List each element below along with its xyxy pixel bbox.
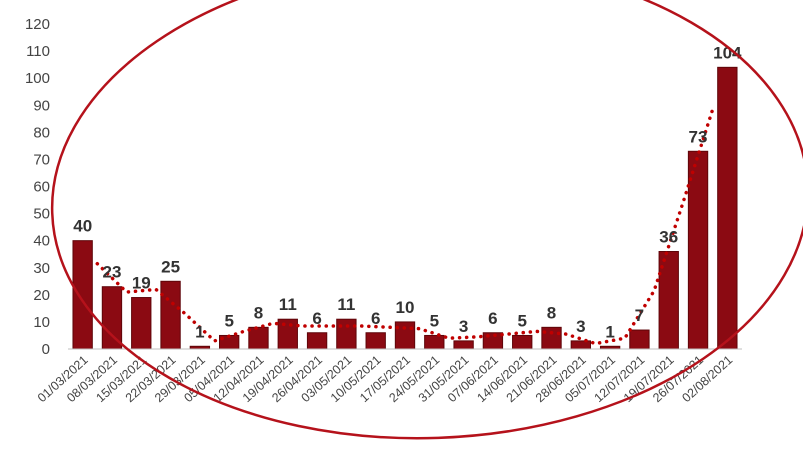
data-label: 25 [161,257,180,276]
bar [687,150,709,350]
data-label: 1 [195,322,204,341]
y-tick-label: 60 [33,179,50,196]
bar [336,318,357,350]
data-label: 1 [605,322,614,341]
data-label: 10 [396,298,415,317]
y-tick-label: 40 [33,233,50,250]
bar [424,334,445,350]
data-label: 40 [73,217,92,236]
data-label: 36 [659,228,678,247]
y-tick-label: 70 [33,151,50,168]
bar [453,340,474,350]
data-label: 6 [312,309,321,328]
bar [629,329,650,350]
y-tick-label: 90 [33,97,50,114]
data-label: 3 [459,317,468,336]
data-label: 8 [547,303,556,322]
y-tick-label: 50 [33,206,50,223]
y-tick-label: 120 [25,16,50,33]
data-label: 5 [224,312,233,331]
data-label: 7 [635,306,644,325]
bar [570,340,591,350]
bar [365,332,386,350]
data-label: 23 [103,263,122,282]
bar [101,286,123,350]
data-label: 6 [371,309,380,328]
data-label: 11 [337,295,355,314]
data-label: 73 [689,127,708,146]
bar [277,318,298,350]
data-label: 3 [576,317,585,336]
bar [131,297,152,350]
y-tick-label: 30 [33,260,50,277]
y-tick-label: 0 [42,341,50,358]
bar [160,280,181,350]
trendline [95,107,715,346]
bar [72,240,93,350]
data-label: 5 [517,312,526,331]
y-tick-label: 80 [33,124,50,141]
y-tick-label: 100 [25,70,50,87]
highlight-ellipse [50,0,803,440]
data-label: 6 [488,309,497,328]
y-tick-label: 110 [26,43,50,60]
bar [306,332,328,350]
data-label: 8 [254,303,263,322]
y-tick-label: 20 [33,287,50,304]
bar [512,334,533,350]
data-label: 5 [430,312,439,331]
data-label: 11 [279,295,297,314]
bar [717,66,738,350]
y-tick-label: 10 [33,314,50,331]
data-label: 19 [132,274,151,293]
bar [394,321,416,350]
bar [248,326,269,350]
y-axis-ticks: 0 10 20 30 40 50 60 70 80 90 100 110 120 [25,16,50,358]
bar [482,332,504,350]
data-label: 104 [713,43,742,62]
